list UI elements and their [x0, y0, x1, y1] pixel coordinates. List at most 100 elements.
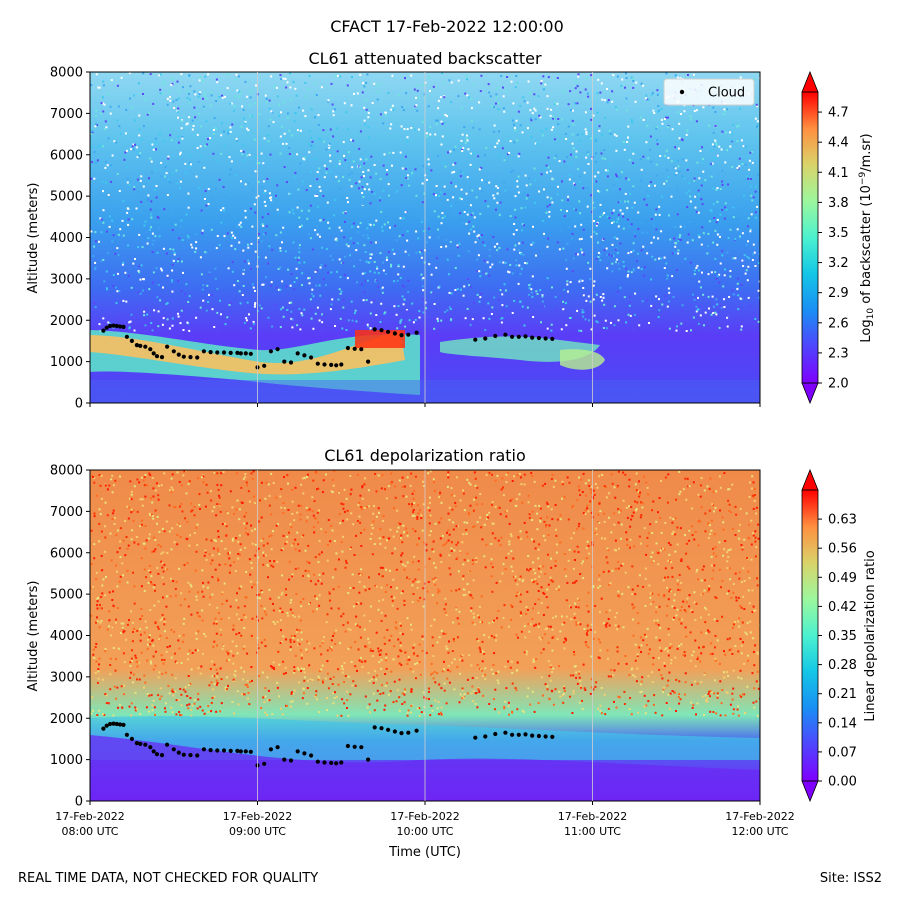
- depolarization-speckle: [439, 711, 442, 714]
- backscatter-speckle: [213, 117, 216, 120]
- backscatter-speckle: [695, 305, 698, 308]
- backscatter-speckle: [355, 249, 358, 251]
- backscatter-speckle: [683, 110, 686, 113]
- backscatter-speckle: [678, 122, 681, 125]
- depolarization-speckle: [161, 672, 164, 675]
- backscatter-speckle: [544, 127, 547, 130]
- depolarization-speckle: [507, 701, 510, 704]
- backscatter-speckle: [406, 310, 409, 313]
- backscatter-speckle: [582, 294, 585, 297]
- backscatter-speckle: [211, 196, 213, 198]
- backscatter-speckle: [698, 269, 700, 272]
- depolarization-speckle: [371, 650, 374, 652]
- backscatter-speckle: [276, 184, 279, 187]
- depolarization-speckle: [393, 596, 396, 599]
- backscatter-speckle: [128, 72, 131, 74]
- backscatter-speckle: [406, 239, 409, 242]
- depolarization-speckle: [659, 549, 662, 552]
- depolarization-speckle: [596, 486, 599, 489]
- backscatter-speckle: [412, 321, 415, 324]
- backscatter-speckle: [440, 191, 443, 194]
- backscatter-speckle: [402, 303, 405, 306]
- depolarization-speckle: [480, 668, 483, 671]
- depolarization-speckle: [755, 546, 758, 549]
- depolarization-speckle: [633, 606, 636, 609]
- depolarization-speckle: [299, 513, 302, 516]
- backscatter-speckle: [683, 226, 686, 229]
- depolarization-speckle: [305, 506, 308, 509]
- backscatter-speckle: [650, 160, 653, 163]
- backscatter-speckle: [654, 258, 657, 261]
- cloud-point: [530, 335, 535, 340]
- backscatter-colorbar-label: Log10 of backscatter (10−9/m.sr): [858, 133, 876, 342]
- backscatter-speckle: [610, 255, 613, 257]
- depolarization-speckle: [755, 512, 758, 515]
- backscatter-speckle: [343, 236, 346, 239]
- depolarization-speckle: [679, 609, 682, 612]
- backscatter-speckle: [727, 183, 729, 186]
- depolarization-speckle: [448, 533, 451, 536]
- depolarization-speckle: [700, 593, 703, 596]
- backscatter-speckle: [321, 321, 324, 324]
- depolarization-speckle: [710, 691, 713, 694]
- backscatter-speckle: [502, 95, 505, 98]
- backscatter-speckle: [105, 181, 107, 184]
- depolarization-speckle: [227, 653, 230, 656]
- backscatter-speckle: [250, 242, 253, 245]
- backscatter-speckle: [285, 142, 288, 145]
- backscatter-speckle: [754, 211, 757, 214]
- depolarization-speckle: [638, 495, 641, 498]
- depolarization-speckle: [611, 674, 614, 677]
- depolarization-speckle: [483, 634, 486, 637]
- backscatter-speckle: [604, 116, 607, 119]
- depolarization-speckle: [197, 698, 200, 701]
- depolarization-speckle: [451, 508, 454, 511]
- depolarization-speckle: [115, 533, 118, 536]
- backscatter-speckle: [470, 107, 473, 110]
- depolarization-speckle: [434, 577, 437, 580]
- depolarization-speckle: [629, 697, 631, 699]
- depolarization-speckle: [691, 654, 694, 657]
- depolarization-speckle: [597, 513, 600, 516]
- depolarization-speckle: [448, 518, 451, 521]
- depolarization-speckle: [403, 485, 406, 488]
- depolarization-speckle: [374, 670, 377, 673]
- depolarization-speckle: [633, 545, 636, 548]
- backscatter-speckle: [116, 290, 119, 293]
- depolarization-speckle: [324, 531, 327, 534]
- depolarization-speckle: [122, 539, 125, 542]
- backscatter-speckle: [182, 329, 185, 331]
- depolarization-speckle: [715, 597, 718, 599]
- depolarization-speckle: [384, 684, 387, 687]
- backscatter-speckle: [404, 211, 407, 214]
- backscatter-speckle: [341, 196, 343, 199]
- depolarization-speckle: [607, 707, 610, 710]
- depolarization-speckle: [335, 552, 338, 555]
- depolarization-speckle: [556, 518, 559, 521]
- backscatter-speckle: [338, 226, 341, 229]
- backscatter-speckle: [720, 306, 723, 309]
- backscatter-speckle: [297, 259, 300, 261]
- backscatter-speckle: [405, 177, 408, 179]
- depolarization-speckle: [336, 695, 338, 698]
- backscatter-speckle: [298, 261, 301, 264]
- depolarization-speckle: [122, 693, 125, 696]
- depolarization-speckle: [684, 654, 686, 657]
- backscatter-speckle: [655, 295, 658, 298]
- depolarization-speckle: [432, 677, 435, 680]
- backscatter-speckle: [211, 308, 214, 311]
- backscatter-speckle: [231, 270, 234, 273]
- depolarization-speckle: [147, 582, 150, 584]
- depolarization-speckle: [220, 484, 223, 487]
- depolarization-speckle: [272, 661, 275, 664]
- backscatter-speckle: [323, 176, 326, 179]
- depolarization-speckle: [243, 515, 246, 518]
- backscatter-speckle: [698, 177, 701, 180]
- depolarization-speckle: [706, 700, 709, 703]
- depolarization-speckle: [395, 568, 398, 571]
- backscatter-speckle: [715, 313, 718, 316]
- depolarization-speckle: [523, 651, 526, 654]
- backscatter-speckle: [151, 143, 154, 146]
- backscatter-speckle: [640, 221, 643, 224]
- backscatter-speckle: [363, 119, 366, 122]
